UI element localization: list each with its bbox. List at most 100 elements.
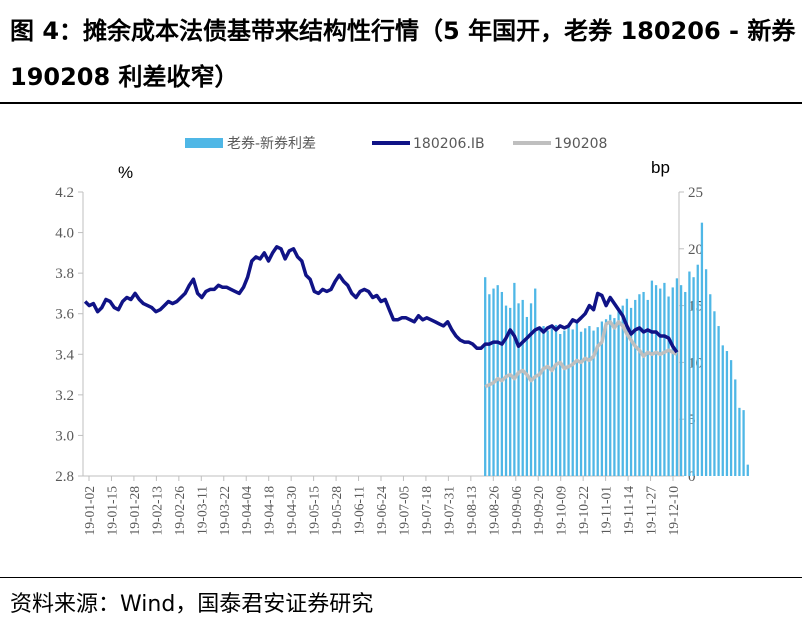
spread-bar	[621, 305, 624, 476]
spread-bar	[692, 277, 695, 476]
x-tick-label: 19-01-15	[104, 486, 119, 536]
left-tick-label: 4.0	[55, 226, 74, 242]
x-tick-label: 19-11-27	[644, 486, 659, 535]
spread-bar	[575, 322, 579, 476]
spread-bar	[504, 305, 508, 476]
legend-label-new-bond: 190208	[554, 136, 607, 152]
left-tick-label: 3.0	[55, 428, 74, 444]
spread-bar	[671, 287, 674, 476]
spread-bar	[600, 321, 604, 476]
right-tick-label: 25	[688, 185, 703, 201]
left-tick-label: 3.6	[55, 307, 74, 323]
spread-bar	[725, 351, 729, 476]
left-tick-label: 3.4	[55, 347, 74, 363]
x-tick-label: 19-07-18	[419, 486, 434, 536]
right-tick-label: 15	[688, 299, 703, 315]
spread-bar	[738, 407, 741, 476]
spread-bar	[704, 269, 708, 476]
spread-bar	[617, 311, 620, 476]
spread-bar	[542, 326, 545, 476]
legend-label-spread: 老券-新券利差	[227, 136, 316, 152]
spread-bar	[484, 277, 487, 476]
spread-bar	[596, 327, 599, 476]
spread-bar	[584, 328, 587, 476]
x-tick-label: 19-11-01	[599, 486, 614, 535]
x-tick-label: 19-06-24	[374, 486, 389, 536]
spread-bar	[717, 326, 720, 476]
spread-bar	[634, 299, 637, 476]
x-tick-label: 19-08-26	[486, 486, 501, 536]
x-tick-label: 19-01-28	[127, 486, 142, 536]
spread-bar	[679, 285, 683, 476]
spread-bar	[646, 299, 649, 476]
x-tick-label: 19-09-20	[531, 486, 546, 536]
x-tick-label: 19-09-06	[509, 486, 524, 536]
x-tick-label: 19-04-30	[284, 486, 299, 536]
spread-bar	[517, 303, 520, 476]
legend: 老券-新券利差 180206.IB 190208	[185, 136, 607, 152]
spread-bar	[571, 329, 574, 476]
series-line-180206	[83, 245, 679, 354]
spread-bar	[538, 328, 541, 476]
legend-swatch-spread	[185, 138, 223, 148]
chart-title: 图 4：摊余成本法债基带来结构性行情（5 年国开，老券 180206 - 新券 …	[10, 17, 796, 91]
spread-bar	[721, 345, 724, 476]
x-tick-label: 19-10-09	[554, 486, 569, 536]
spread-bar	[688, 271, 691, 476]
spread-bar	[709, 294, 712, 476]
right-tick-label: 10	[688, 355, 703, 371]
spread-bar	[554, 324, 558, 476]
x-tick-label: 19-07-05	[396, 486, 411, 536]
spread-bar	[579, 331, 583, 476]
spread-bar	[742, 410, 745, 476]
right-tick-label: 20	[688, 242, 703, 258]
left-tick-label: 3.2	[55, 388, 74, 404]
spread-bar	[700, 222, 704, 476]
spread-bar	[546, 330, 549, 476]
x-tick-label: 19-07-31	[441, 486, 456, 536]
spread-bar	[559, 334, 562, 476]
spread-bar	[500, 291, 504, 476]
plot-area: 4.2 4.0 3.8 3.6 3.4 3.2 3.0 2.8 25 20 15 10 5 0 19-01-…	[55, 185, 749, 536]
spread-bar	[525, 316, 529, 476]
x-tick-label: 19-02-13	[149, 486, 164, 536]
x-tick-label: 19-05-15	[307, 486, 322, 536]
spread-bar	[746, 464, 749, 476]
series-line-190208	[484, 320, 678, 389]
spread-bar	[667, 296, 670, 476]
x-tick-label: 19-06-11	[352, 486, 367, 535]
spread-bar	[613, 318, 616, 476]
spread-bar	[534, 288, 537, 476]
x-tick-label: 19-10-22	[576, 486, 591, 536]
right-unit-label: bp	[651, 158, 670, 177]
source-note: 资料来源：Wind，国泰君安证券研究	[10, 592, 374, 617]
spread-bar	[529, 303, 533, 476]
spread-bar	[650, 280, 654, 476]
spread-bar	[638, 294, 641, 476]
spread-bar	[734, 379, 737, 476]
right-tick-label: 5	[688, 412, 696, 428]
left-tick-label: 4.2	[55, 185, 74, 201]
spread-bar	[604, 319, 608, 476]
spread-bar	[642, 291, 645, 476]
source-rule	[0, 577, 802, 578]
spread-bar	[567, 323, 570, 476]
left-tick-label: 3.8	[55, 266, 74, 282]
spread-bar	[659, 288, 662, 476]
x-tick-label: 19-05-28	[329, 486, 344, 536]
left-tick-label: 2.8	[55, 469, 74, 485]
spread-bar	[629, 307, 633, 476]
spread-bar	[509, 307, 512, 476]
left-unit-label: %	[118, 163, 133, 182]
spread-bar	[550, 328, 554, 476]
legend-label-old-bond: 180206.IB	[413, 136, 485, 152]
x-tick-label: 19-04-18	[262, 486, 277, 536]
spread-bar	[675, 278, 679, 476]
spread-bar	[563, 330, 566, 476]
spread-bar	[713, 311, 716, 476]
x-tick-label: 19-04-04	[239, 486, 254, 536]
spread-bar	[663, 282, 666, 476]
spread-bar	[521, 299, 524, 476]
x-tick-label: 19-11-14	[621, 486, 636, 535]
spread-bar	[696, 264, 699, 476]
